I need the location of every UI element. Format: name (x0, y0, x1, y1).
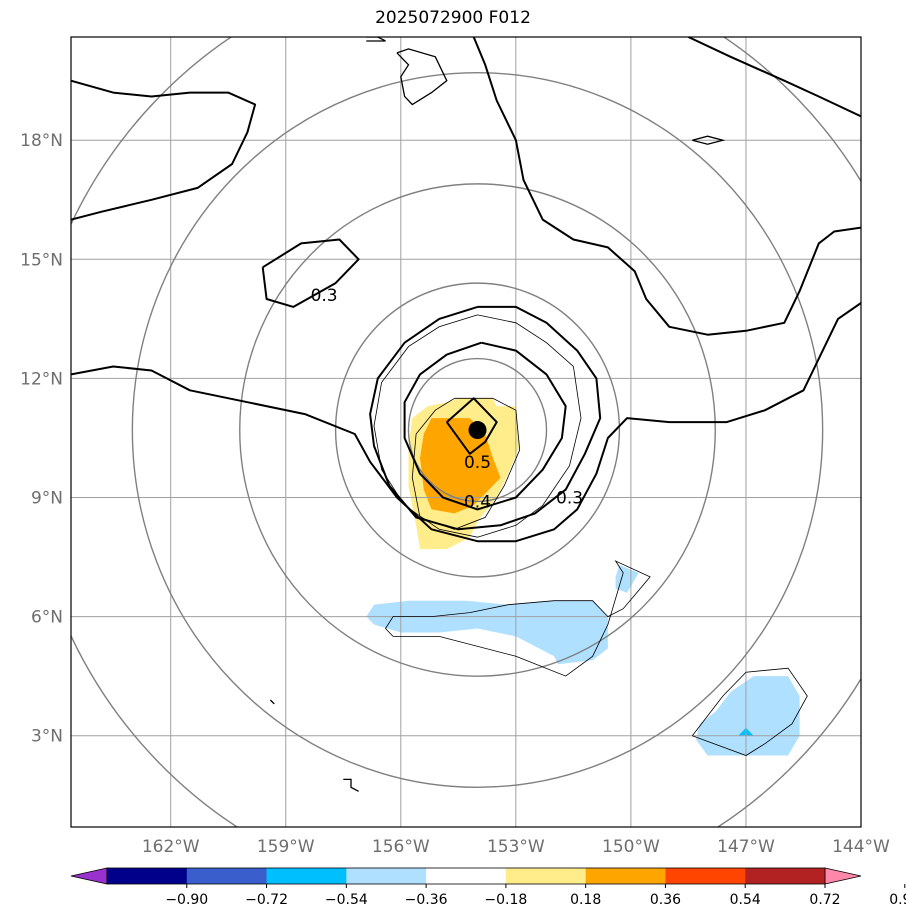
colorbar-segment-7 (665, 868, 746, 884)
colorbar-tick-label-6: 0.36 (650, 892, 681, 908)
lon-tick-label-1: 159°W (257, 837, 315, 857)
contour-label-0: 0.3 (311, 286, 338, 306)
lon-ticks: 162°W 159°W 156°W 153°W 150°W 147°W 144°W (142, 837, 890, 857)
lon-tick-label-2: 156°W (372, 837, 430, 857)
contour-line-2 (71, 302, 861, 543)
colorbar-segment-3 (346, 868, 427, 884)
coastline-0 (396, 48, 448, 106)
coastlines (269, 37, 726, 792)
contour-label-7: 0.5 (464, 453, 491, 473)
contour-lines (71, 37, 861, 543)
contour-line-4 (687, 37, 861, 118)
colorbar-tick-label-8: 0.72 (809, 892, 840, 908)
lat-ticks: 3°N 6°N 9°N 12°N 15°N 18°N (20, 131, 63, 746)
contour-line-0 (71, 79, 257, 221)
colorbar-segment-1 (186, 868, 268, 884)
filled-regions (366, 398, 800, 756)
lon-tick-label-3: 153°W (487, 837, 545, 857)
contour-line-7 (445, 397, 498, 455)
lat-tick-label-5: 18°N (20, 131, 63, 151)
lat-tick-label-1: 6°N (31, 608, 63, 628)
colorbar-segment-5 (505, 868, 587, 884)
thin-contours (373, 314, 808, 756)
range-ring-2 (239, 183, 716, 677)
chart-title: 2025072900 F012 (375, 8, 531, 28)
filled-region-3 (615, 565, 639, 593)
colorbar-tick-label-7: 0.54 (730, 892, 761, 908)
coastline-3 (269, 699, 275, 705)
contour-label-5: 0.4 (464, 492, 491, 512)
thin-contour-2 (384, 560, 651, 677)
colorbar-segment-4 (426, 868, 507, 884)
colorbar-extend-high (824, 867, 862, 885)
colorbar-segment-0 (107, 868, 188, 884)
colorbar-tick-label-5: 0.18 (570, 892, 601, 908)
lon-tick-label-5: 147°W (717, 837, 775, 857)
thin-contour-1 (411, 397, 521, 530)
coastline-2 (692, 135, 726, 145)
contour-line-3 (472, 37, 861, 336)
colorbar-frame (106, 867, 826, 885)
contour-line-6 (403, 341, 567, 511)
colorbar-extend-low (70, 867, 108, 885)
colorbar-segment-8 (745, 868, 826, 884)
lon-tick-label-6: 144°W (832, 837, 890, 857)
contour-line-1 (261, 238, 360, 308)
colorbar-segment-6 (585, 868, 666, 884)
colorbar-segment-2 (266, 868, 347, 884)
lon-tick-label-0: 162°W (142, 837, 200, 857)
colorbar-tick-label-9: 0.90 (889, 892, 906, 908)
colorbar-tick-label-3: −0.36 (405, 892, 448, 908)
filled-region-4 (696, 676, 800, 756)
gridlines (71, 37, 861, 827)
contour-line-5 (369, 305, 602, 531)
contour-labels: 0.3 0.3 0.4 0.5 (311, 286, 583, 512)
lat-tick-label-0: 3°N (31, 727, 63, 747)
map-frame (70, 36, 862, 828)
range-rings (71, 37, 861, 827)
colorbar-tick-label-2: −0.54 (325, 892, 368, 908)
storm-center-marker (468, 421, 487, 440)
range-ring-0 (407, 357, 548, 503)
filled-region-2 (366, 600, 608, 665)
colorbar-tick-label-1: −0.72 (245, 892, 288, 908)
range-ring-1 (334, 282, 621, 578)
coastline-1 (366, 37, 386, 42)
colorbar-tick-label-4: −0.18 (484, 892, 527, 908)
center-marker (468, 421, 487, 440)
colorbar-tick-label-0: −0.90 (165, 892, 208, 908)
lat-tick-label-2: 9°N (31, 489, 63, 509)
lat-tick-label-3: 12°N (20, 369, 63, 389)
range-ring-3 (131, 72, 824, 789)
colorbar: −0.90 −0.72 −0.54 −0.36 −0.18 0.18 0.36 0.54 0.7… (70, 867, 906, 908)
contour-label-2: 0.3 (556, 489, 583, 509)
lat-tick-label-4: 15°N (20, 250, 63, 270)
coastline-4 (343, 778, 359, 792)
thin-contour-3 (691, 667, 808, 756)
lon-tick-label-4: 150°W (602, 837, 660, 857)
thin-contour-0 (373, 314, 582, 538)
